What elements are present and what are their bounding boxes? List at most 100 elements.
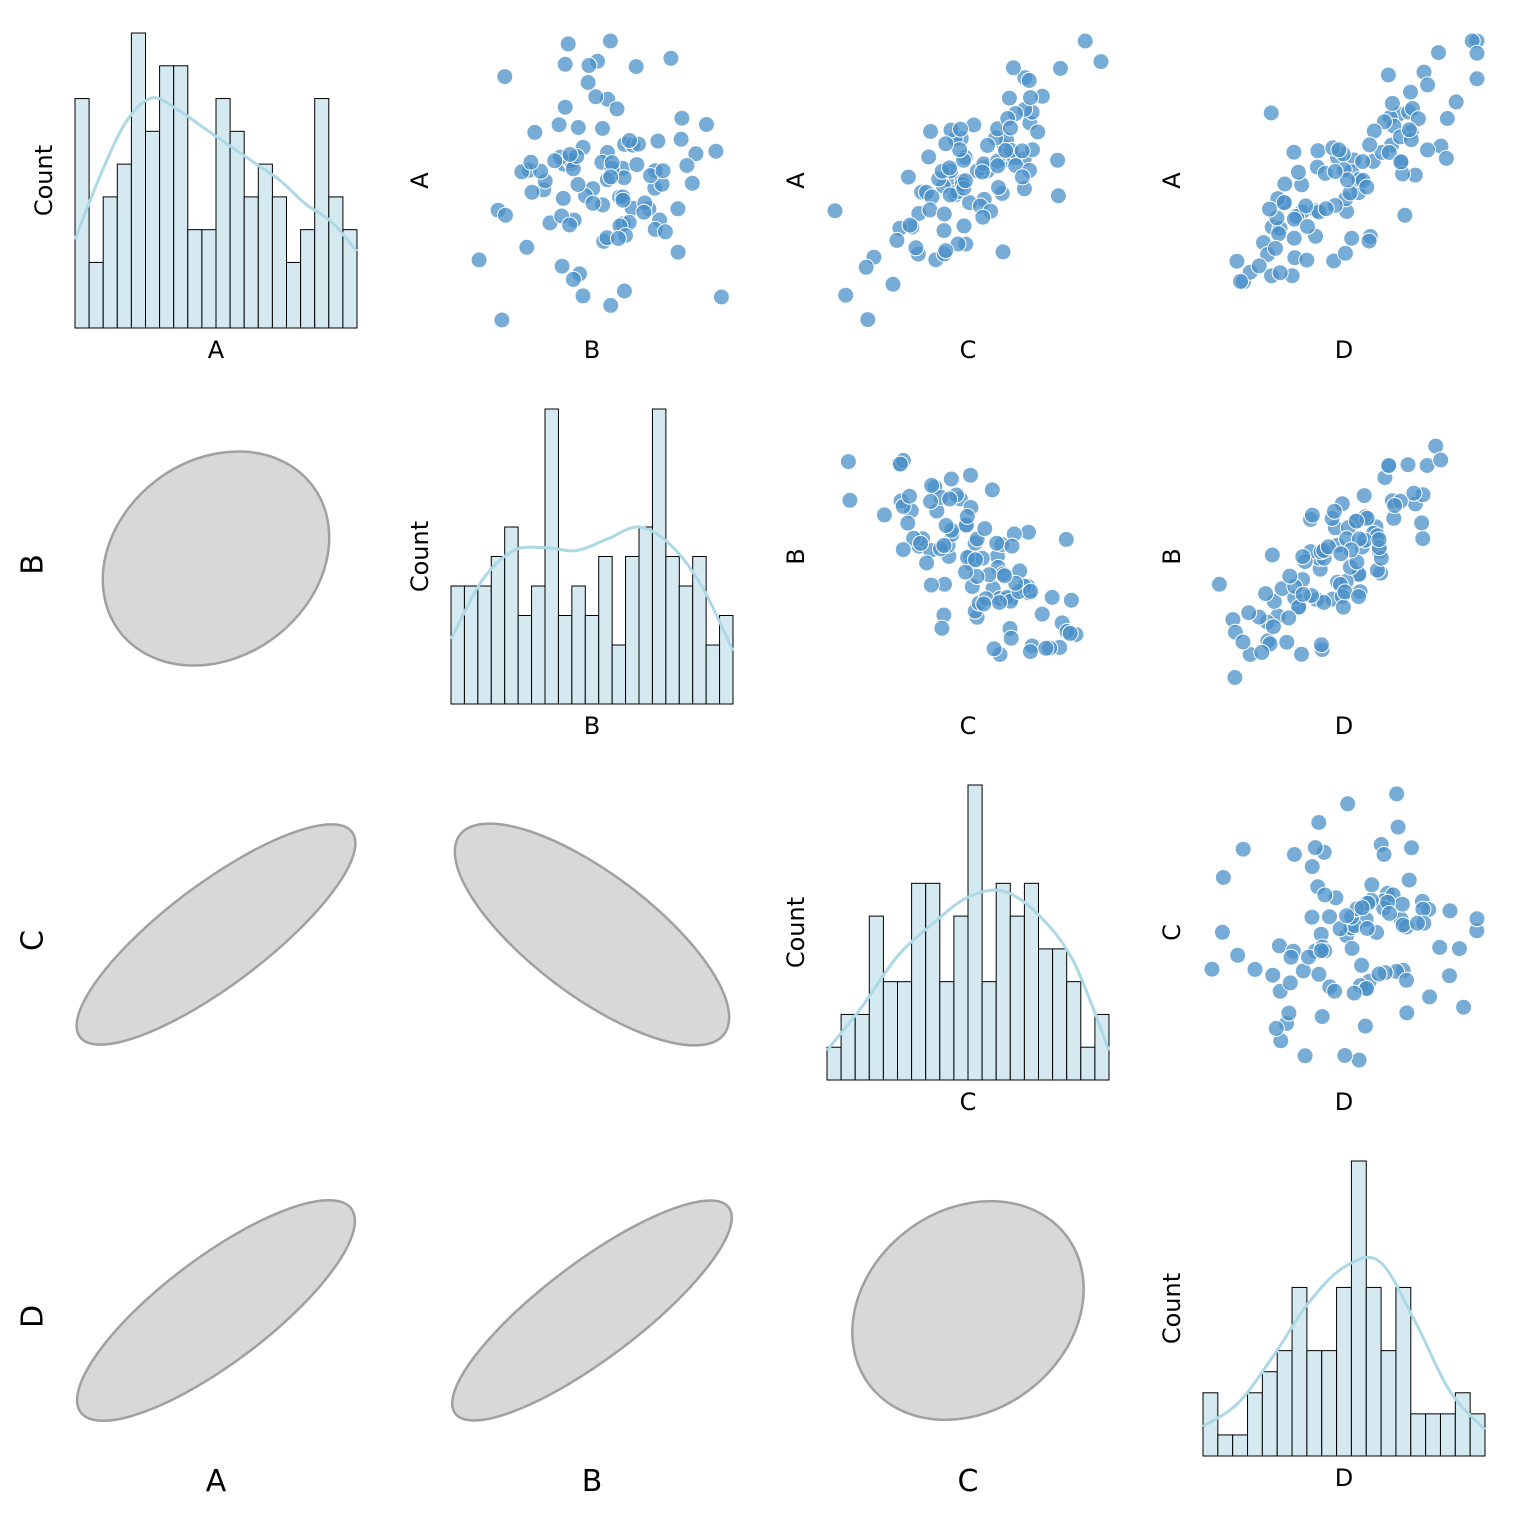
scatter-point <box>1336 1047 1354 1064</box>
row-label: D <box>16 1305 51 1328</box>
hist-bar <box>557 615 573 705</box>
scatter-point <box>556 55 574 73</box>
scatter-point <box>996 567 1013 585</box>
scatter-point <box>891 455 909 473</box>
scatter-point <box>1285 846 1303 863</box>
scatter-point <box>1203 960 1221 978</box>
scatter-point <box>1355 487 1373 505</box>
scatter-point <box>1002 119 1019 137</box>
scatter-point <box>1306 839 1324 857</box>
scatter-point <box>1408 914 1426 932</box>
scatter-point <box>1282 948 1300 966</box>
hist-bar <box>1080 1046 1096 1081</box>
scatter-point <box>1389 818 1407 836</box>
hist-bar <box>1247 1392 1263 1457</box>
scatter-point <box>1228 252 1246 270</box>
hist-bar <box>88 261 104 329</box>
y-axis-label: Count <box>406 521 434 592</box>
hist-bar <box>705 644 721 705</box>
panel-C-B <box>453 822 731 1047</box>
scatter-point <box>1325 502 1343 520</box>
scatter-point <box>1330 141 1348 159</box>
hist-bar <box>1038 948 1054 1081</box>
scatter-point <box>1375 846 1393 863</box>
scatter-point <box>1234 840 1252 858</box>
scatter-point <box>656 223 674 241</box>
scatter-point <box>1455 998 1473 1016</box>
x-axis-label: D <box>1335 1464 1353 1492</box>
scatter-point <box>1229 946 1247 964</box>
scatter-point <box>1289 163 1307 181</box>
scatter-point <box>922 123 940 140</box>
scatter-point <box>922 493 939 510</box>
scatter-point <box>1057 530 1075 548</box>
x-axis-label: D <box>1335 712 1353 740</box>
hist-bar <box>490 556 506 705</box>
scatter-point <box>941 159 958 177</box>
scatter-point <box>1049 151 1067 169</box>
hist-bar <box>826 1046 842 1081</box>
scatter-point <box>553 257 571 275</box>
scatter-point <box>1278 633 1296 651</box>
x-axis-label: C <box>960 1088 977 1116</box>
scatter-point <box>1049 187 1067 205</box>
hist-bar <box>584 615 600 705</box>
scatter-point <box>1468 44 1486 62</box>
scatter-point <box>707 142 725 160</box>
scatter-point <box>922 576 940 594</box>
scatter-point <box>1403 839 1420 857</box>
scatter-point <box>1380 144 1398 161</box>
hist-bar <box>1052 948 1068 1081</box>
scatter-point <box>983 481 1001 499</box>
scatter-point <box>1394 916 1412 934</box>
scatter-point <box>1370 965 1388 983</box>
scatter-point <box>1262 104 1280 122</box>
hist-bar <box>145 130 161 329</box>
scatter-point <box>997 142 1015 159</box>
scatter-point <box>603 154 621 172</box>
scatter-point <box>975 595 993 613</box>
scatter-point <box>712 288 730 306</box>
scatter-point <box>901 216 919 234</box>
scatter-point <box>990 594 1008 611</box>
scatter-point <box>1298 251 1316 269</box>
scatter-point <box>988 534 1006 552</box>
scatter-point <box>1380 457 1398 474</box>
hist-bar <box>1321 1350 1338 1457</box>
scatter-point <box>673 109 691 127</box>
scatter-point <box>1360 232 1378 250</box>
y-axis-label: Count <box>1158 1273 1186 1344</box>
scatter-point <box>635 203 653 221</box>
hist-bar <box>286 261 302 329</box>
scatter-point <box>1388 785 1406 803</box>
panel-A-B: AB <box>406 32 730 364</box>
scatter-point <box>1345 984 1363 1002</box>
hist-bar <box>229 130 245 329</box>
scatter-point <box>1264 618 1282 636</box>
hist-bar <box>215 98 231 329</box>
scatter-point <box>1399 456 1417 474</box>
scatter-point <box>1022 89 1039 107</box>
hist-bar <box>1350 1160 1367 1457</box>
hist-bar <box>74 98 90 329</box>
y-axis-label: A <box>1158 172 1186 189</box>
scatter-point <box>602 296 620 314</box>
hist-bar <box>1380 1350 1397 1457</box>
scatter-point <box>556 98 574 116</box>
hist-bar <box>1469 1413 1486 1457</box>
hist-bar <box>1217 1434 1234 1457</box>
scatter-point <box>1234 633 1252 651</box>
scatter-point <box>678 157 696 174</box>
scatter-point <box>496 68 514 86</box>
scatter-point <box>1280 1004 1298 1022</box>
hist-bar <box>939 981 955 1081</box>
scatter-point <box>974 208 992 226</box>
hist-bar <box>116 163 132 329</box>
scatter-point <box>1021 643 1039 661</box>
hist-bar <box>625 556 640 705</box>
scatter-point <box>698 116 715 133</box>
scatter-point <box>1413 514 1431 532</box>
scatter-point <box>1250 257 1268 275</box>
scatter-point <box>935 537 953 554</box>
panel-D-A <box>75 1198 357 1423</box>
